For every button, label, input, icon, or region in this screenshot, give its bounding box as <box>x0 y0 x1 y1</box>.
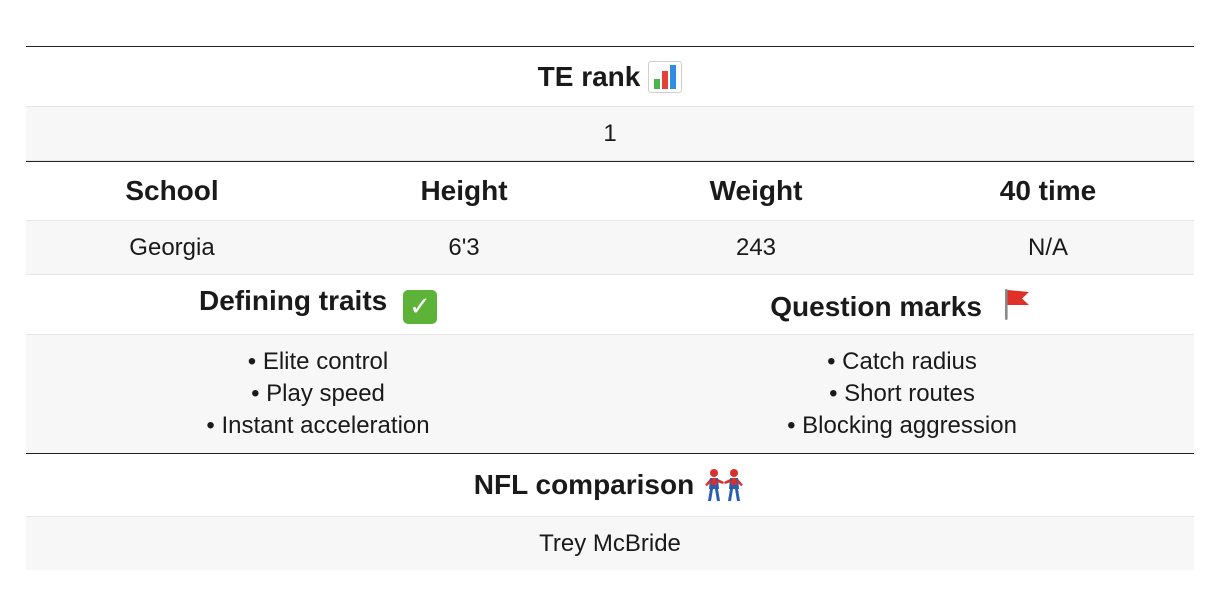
comparison-header-row: NFL comparison <box>26 454 1194 517</box>
check-mark-icon: ✓ <box>403 290 437 324</box>
question-marks-list: Catch radius Short routes Blocking aggre… <box>610 346 1194 442</box>
list-item: Blocking aggression <box>787 410 1017 442</box>
traits-header-row: Defining traits ✓ Question marks <box>26 275 1194 335</box>
weight-header: Weight <box>709 175 803 206</box>
question-marks-heading: Question marks <box>610 286 1194 323</box>
rank-value: 1 <box>603 119 617 147</box>
list-item: Instant acceleration <box>206 410 429 442</box>
school-value: Georgia <box>129 233 215 261</box>
stats-header-row: School Height Weight 40 time <box>26 162 1194 221</box>
prospect-card: TE rank 1 School Height Weight 40 time G… <box>26 46 1194 570</box>
school-header: School <box>125 175 219 206</box>
rank-header-row: TE rank <box>26 47 1194 107</box>
height-header: Height <box>420 175 508 206</box>
rank-value-row: 1 <box>26 107 1194 161</box>
comparison-header: NFL comparison <box>473 469 695 500</box>
stats-rule <box>26 161 1194 162</box>
spiderman-pair-icon <box>705 469 744 501</box>
top-rule <box>26 46 1194 47</box>
question-marks-label: Question marks <box>770 291 982 322</box>
forty-time-header: 40 time <box>999 175 1097 206</box>
list-item: Short routes <box>829 378 975 410</box>
height-value: 6'3 <box>448 233 480 261</box>
bar-chart-icon <box>648 60 683 93</box>
list-item: Play speed <box>251 378 385 410</box>
comparison-value: Trey McBride <box>539 529 681 557</box>
list-item: Catch radius <box>827 346 977 378</box>
defining-traits-list: Elite control Play speed Instant acceler… <box>26 346 610 442</box>
comparison-rule <box>26 453 1194 454</box>
comparison-value-row: Trey McBride <box>26 517 1194 570</box>
rank-header: TE rank <box>537 60 641 92</box>
forty-time-value: N/A <box>1027 233 1068 261</box>
traits-values-row: Elite control Play speed Instant acceler… <box>26 335 1194 453</box>
red-flag-icon <box>1004 289 1029 320</box>
stats-values-row: Georgia 6'3 243 N/A <box>26 221 1194 275</box>
list-item: Elite control <box>248 346 388 378</box>
defining-traits-label: Defining traits <box>198 285 388 316</box>
defining-traits-heading: Defining traits ✓ <box>26 285 610 324</box>
weight-value: 243 <box>735 233 777 261</box>
